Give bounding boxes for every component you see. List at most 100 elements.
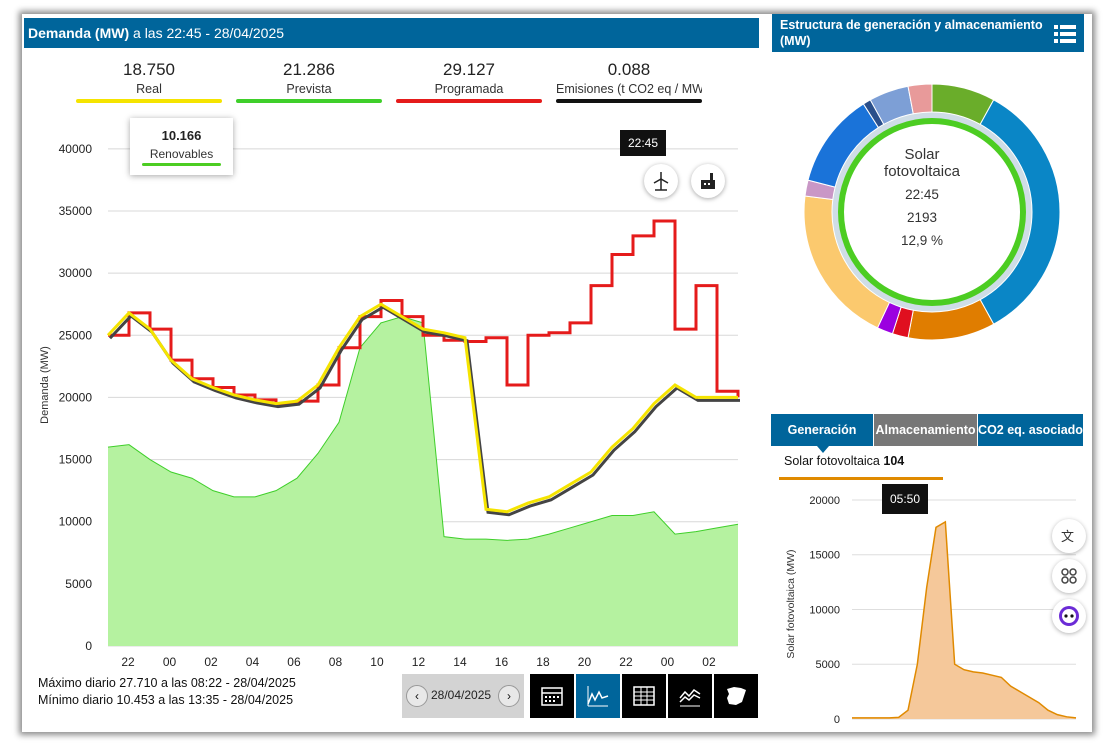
current-date[interactable]: 28/04/2025 — [431, 688, 492, 702]
series-line-solar — [852, 520, 1077, 719]
y-tick-label: 10000 — [809, 604, 840, 616]
apps-button[interactable] — [1052, 559, 1086, 593]
active-tab-indicator — [817, 446, 829, 453]
area-chart-view-button[interactable] — [668, 674, 712, 718]
y-tick-label: 5000 — [816, 659, 840, 671]
x-tick-label: 20 — [578, 655, 592, 669]
series-value: 104 — [883, 454, 905, 468]
structure-tabs: Generación Almacenamiento CO2 eq. asocia… — [771, 414, 1083, 453]
x-tick-label: 14 — [453, 655, 467, 669]
next-date-button[interactable]: › — [498, 685, 520, 707]
summary-real[interactable]: 18.750 Real — [76, 60, 222, 103]
x-tick-label: 16 — [495, 655, 509, 669]
donut-highlight-ring — [838, 118, 1026, 306]
summary-prevista[interactable]: 21.286 Prevista — [236, 60, 382, 103]
x-tick-label: 12 — [412, 655, 426, 669]
y-tick-label: 0 — [834, 714, 840, 726]
grid-icon — [1061, 568, 1077, 584]
series-name: Solar fotovoltaica — [784, 454, 880, 468]
donut-center-time: 22:45 — [905, 187, 939, 202]
summary-label: Real — [136, 82, 162, 96]
x-tick-label: 00 — [163, 655, 177, 669]
y-axis-label: Demanda (MW) — [39, 346, 51, 424]
app-frame: Demanda (MW) a las 22:45 - 28/04/2025 18… — [22, 14, 1092, 732]
tooltip-color-bar — [142, 163, 221, 166]
x-tick-label: 06 — [287, 655, 301, 669]
tooltip-value: 10.166 — [161, 128, 202, 143]
series-color-bar — [396, 99, 542, 103]
area-chart-icon — [679, 689, 701, 707]
x-tick-label: 02 — [204, 655, 218, 669]
prev-date-button[interactable]: ‹ — [406, 685, 428, 707]
factory-filter-button[interactable] — [691, 164, 725, 198]
calendar-icon — [541, 687, 563, 706]
series-title: Solar fotovoltaica 104 — [784, 454, 904, 468]
y-tick-label: 40000 — [59, 142, 93, 156]
calendar-view-button[interactable] — [530, 674, 574, 718]
table-view-button[interactable] — [622, 674, 666, 718]
summary-programada[interactable]: 29.127 Programada — [396, 60, 542, 103]
donut-center-percent: 12,9 % — [900, 233, 944, 248]
date-navigator: ‹ 28/04/2025 › — [402, 674, 524, 718]
panel-subtitle: a las 22:45 - 28/04/2025 — [129, 25, 285, 41]
time-tooltip: 22:45 — [620, 130, 666, 156]
svg-text:文: 文 — [1061, 530, 1074, 545]
assistant-button[interactable] — [1052, 599, 1086, 633]
wind-turbine-icon — [653, 172, 669, 191]
series-color-bar — [236, 99, 382, 103]
donut-segment — [907, 83, 933, 115]
donut-center-value: 2193 — [906, 210, 938, 225]
panel-title: Demanda (MW) — [28, 25, 130, 41]
donut-center-name: Solar fotovoltaica — [884, 146, 960, 180]
solar-time-tooltip: 05:50 — [882, 484, 928, 514]
generation-donut-chart[interactable] — [792, 64, 1072, 349]
donut-center-info: Solar fotovoltaica 22:45 2193 12,9 % — [832, 146, 1012, 248]
y-tick-label: 10000 — [59, 515, 93, 529]
translate-icon: 文 — [1061, 530, 1074, 545]
factory-icon — [701, 173, 715, 189]
spain-map-icon — [727, 687, 746, 705]
translate-button[interactable]: 文 — [1052, 519, 1086, 553]
y-tick-label: 15000 — [809, 550, 840, 562]
structure-title: Estructura de generación y almacenamient… — [780, 18, 1043, 48]
line-chart-icon — [587, 686, 609, 707]
tooltip-label: Renovables — [149, 147, 214, 161]
summary-value: 29.127 — [443, 60, 495, 79]
daily-stats: Máximo diario 27.710 a las 08:22 - 28/04… — [38, 675, 296, 709]
renewables-tooltip: 10.166 Renovables — [130, 118, 233, 175]
series-area-renovables — [108, 316, 738, 646]
daily-min: Mínimo diario 10.453 a las 13:35 - 28/04… — [38, 693, 294, 707]
y-axis-label: Solar fotovoltaica (MW) — [785, 549, 797, 658]
y-tick-label: 20000 — [809, 495, 840, 507]
y-tick-label: 20000 — [59, 390, 93, 404]
y-tick-label: 0 — [85, 639, 92, 653]
map-view-button[interactable] — [714, 674, 758, 718]
summary-value: 0.088 — [607, 60, 651, 79]
assistant-icon — [1059, 606, 1079, 626]
y-tick-label: 30000 — [59, 266, 93, 280]
summary-value: 21.286 — [283, 60, 335, 79]
series-line-real — [106, 302, 738, 514]
y-tick-label: 35000 — [59, 204, 93, 218]
tab-almacenamiento[interactable]: Almacenamiento — [874, 414, 977, 446]
y-tick-label: 25000 — [59, 328, 93, 342]
line-chart-view-button[interactable] — [576, 674, 620, 718]
table-icon — [633, 686, 655, 706]
demand-panel-header: Demanda (MW) a las 22:45 - 28/04/2025 — [24, 18, 759, 48]
list-menu-icon[interactable] — [1054, 24, 1076, 44]
x-tick-label: 08 — [329, 655, 343, 669]
wind-filter-button[interactable] — [644, 164, 678, 198]
daily-max: Máximo diario 27.710 a las 08:22 - 28/04… — [38, 676, 296, 690]
summary-label: Prevista — [286, 82, 332, 96]
demand-chart[interactable]: 0 5000 10000 15000 20000 25000 30000 35000 40000… — [22, 114, 762, 669]
solar-chart[interactable]: 0 5000 10000 15000 20000 Solar fotovoltaica (… — [772, 479, 1084, 732]
tab-co2[interactable]: CO2 eq. asociado — [978, 414, 1083, 446]
series-color-bar — [779, 477, 943, 480]
summary-emisiones[interactable]: 0.088 Emisiones (t CO2 eq / MW — [556, 60, 702, 103]
y-tick-label: 5000 — [65, 577, 92, 591]
x-tick-label: 22 — [619, 655, 633, 669]
x-tick-label: 10 — [370, 655, 384, 669]
series-color-bar — [76, 99, 222, 103]
summary-label: Programada — [434, 82, 504, 96]
tab-generacion[interactable]: Generación — [771, 414, 873, 446]
